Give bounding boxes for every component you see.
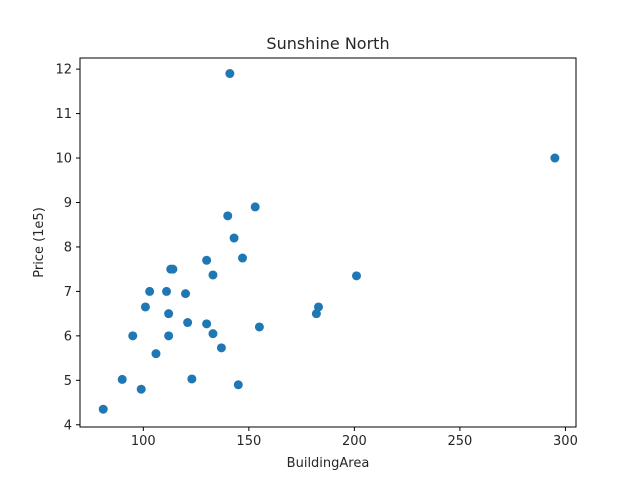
y-tick-label: 11 bbox=[55, 107, 72, 122]
data-point-0-8 bbox=[164, 309, 174, 319]
chart-title: Sunshine North bbox=[266, 34, 389, 53]
data-point-0-22 bbox=[229, 233, 239, 243]
data-point-0-19 bbox=[216, 343, 226, 353]
data-point-0-1 bbox=[117, 374, 127, 384]
data-point-0-6 bbox=[151, 349, 161, 359]
data-point-0-30 bbox=[550, 153, 560, 163]
y-tick-label: 6 bbox=[64, 329, 72, 344]
data-point-0-9 bbox=[164, 331, 174, 341]
data-point-0-7 bbox=[162, 286, 172, 296]
y-tick-label: 7 bbox=[64, 285, 72, 300]
data-points bbox=[98, 69, 560, 414]
data-point-0-20 bbox=[223, 211, 233, 221]
data-point-0-13 bbox=[183, 318, 193, 328]
data-point-0-4 bbox=[140, 302, 150, 312]
data-point-0-21 bbox=[225, 69, 235, 79]
x-axis-ticks: 100 150 200 250 300 bbox=[131, 427, 578, 449]
data-point-0-0 bbox=[98, 404, 108, 414]
data-point-0-17 bbox=[208, 270, 218, 280]
x-tick-label: 200 bbox=[342, 434, 367, 449]
data-point-0-16 bbox=[202, 319, 212, 329]
x-tick-label: 300 bbox=[553, 434, 578, 449]
data-point-0-11 bbox=[168, 264, 178, 274]
data-point-0-25 bbox=[250, 202, 260, 212]
data-point-0-2 bbox=[128, 331, 138, 341]
plot-frame bbox=[79, 57, 577, 428]
x-tick-label: 100 bbox=[131, 434, 156, 449]
x-tick-label: 150 bbox=[236, 434, 261, 449]
y-tick-label: 8 bbox=[64, 240, 72, 255]
data-point-0-26 bbox=[254, 322, 264, 332]
y-tick-label: 9 bbox=[64, 196, 72, 211]
data-point-0-5 bbox=[145, 286, 155, 296]
data-point-0-29 bbox=[351, 271, 361, 281]
x-tick-label: 250 bbox=[448, 434, 473, 449]
data-point-0-23 bbox=[233, 380, 243, 390]
y-tick-label: 12 bbox=[55, 63, 72, 78]
y-tick-label: 4 bbox=[64, 418, 72, 433]
x-axis-label: BuildingArea bbox=[287, 456, 370, 471]
y-tick-label: 5 bbox=[64, 374, 72, 389]
y-tick-label: 10 bbox=[55, 152, 72, 167]
data-point-0-28 bbox=[314, 302, 324, 312]
data-point-0-12 bbox=[181, 289, 191, 299]
data-point-0-14 bbox=[187, 374, 197, 384]
y-axis-label: Price (1e5) bbox=[32, 207, 47, 278]
data-point-0-3 bbox=[136, 384, 146, 394]
data-point-0-15 bbox=[202, 255, 212, 265]
data-point-0-18 bbox=[208, 329, 218, 339]
data-point-0-24 bbox=[238, 253, 248, 263]
y-axis-ticks: 4 5 6 7 8 9 10 11 12 bbox=[55, 63, 80, 433]
